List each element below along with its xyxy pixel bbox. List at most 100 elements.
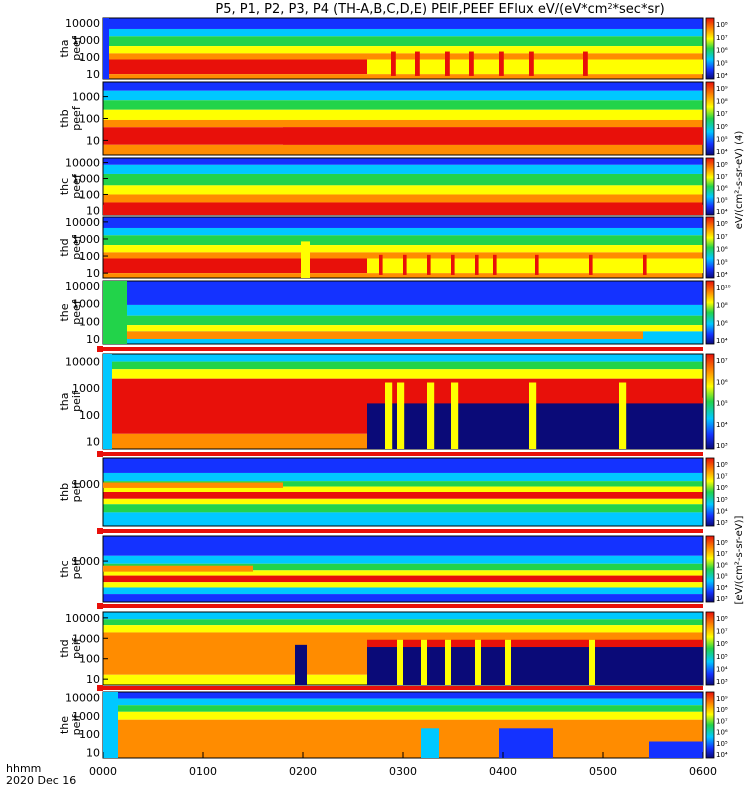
colorbar-tick-label: 10⁴ — [716, 665, 728, 673]
colorbar-tick-label: 10⁷ — [716, 473, 728, 481]
panel-label-product: peef — [70, 234, 83, 260]
colorbar-tick-label: 10⁵ — [716, 135, 728, 143]
colorbar-tick-label: 10⁴ — [716, 751, 728, 759]
panel-separator-marker — [97, 528, 103, 534]
y-tick-label: 100 — [79, 315, 100, 328]
colorbar-tick-label: 10⁹ — [716, 695, 728, 703]
y-tick-label: 1000 — [72, 173, 100, 186]
colorbar-tick-label: 10⁸ — [716, 615, 728, 623]
panel-the_peif: the peif 10000 1000 100 10 10⁹ 10⁸ 10⁷ 10⁶ 10⁵ 10⁴ — [58, 691, 728, 759]
panel-label-probe: thb — [58, 109, 71, 127]
colorbar-tick-label: 10⁷ — [716, 110, 728, 118]
colorbar-tick-label: 10⁶ — [716, 123, 728, 131]
colorbar-tick-label: 10⁵ — [716, 496, 728, 504]
figure-title: P5, P1, P2, P3, P4 (TH-A,B,C,D,E) PEIF,P… — [215, 2, 664, 18]
x-axis-label-date: 2020 Dec 16 — [6, 774, 76, 787]
y-tick-label: 10000 — [65, 612, 100, 625]
x-tick-label: 0000 — [89, 765, 117, 778]
panel-label-product: peif — [70, 390, 83, 412]
colorbar-tick-label: 10⁸ — [716, 461, 728, 469]
colorbar-tick-label: 10⁶ — [716, 640, 728, 648]
panel-label-probe: the — [58, 303, 71, 321]
colorbar-tick-label: 10⁷ — [716, 628, 728, 636]
panel-label-product: peif — [70, 714, 83, 736]
y-tick-label: 10000 — [65, 216, 100, 229]
colorbar-tick-label: 10³ — [716, 519, 728, 527]
y-tick-label: 10000 — [65, 157, 100, 170]
panel-label-probe: thd — [58, 238, 71, 256]
colorbar — [705, 81, 715, 156]
y-tick-label: 1000 — [72, 34, 100, 47]
y-tick-label: 10 — [86, 134, 100, 147]
y-tick-label: 10 — [86, 673, 100, 686]
colorbar-tick-label: 10⁴ — [716, 337, 728, 345]
panel-frame — [102, 457, 704, 527]
y-tick-label: 1000 — [72, 233, 100, 246]
panel-separator-marker — [97, 685, 103, 691]
colorbar-tick-label: 10⁵ — [716, 653, 728, 661]
colorbar-tick-label: 10⁸ — [716, 98, 728, 106]
colorbar — [705, 216, 715, 279]
panel-label-product: peef — [70, 35, 83, 61]
x-tick-label: 0600 — [689, 765, 717, 778]
x-tick-label: 0100 — [189, 765, 217, 778]
x-axis-ticks: 0000 0100 0200 0300 0400 0500 0600 — [89, 752, 717, 778]
colorbar-tick-label: 10⁴ — [716, 584, 728, 592]
y-tick-label: 10000 — [65, 356, 100, 369]
colorbar-units-label-ion: [eV/(cm²-s-sr-eV)] — [734, 515, 745, 604]
panel-label-probe: thc — [58, 178, 71, 195]
y-tick-label: 1000 — [72, 478, 100, 491]
panel-label-probe: thd — [58, 639, 71, 657]
y-tick-label: 1000 — [72, 555, 100, 568]
y-tick-label: 100 — [79, 113, 100, 126]
colorbar-tick-label: 10⁷ — [716, 34, 728, 42]
panel-separator-marker — [97, 346, 103, 352]
colorbar-tick-label: 10⁶ — [716, 484, 728, 492]
panel-label-product: peif — [70, 637, 83, 659]
colorbar-tick-label: 10⁵ — [716, 400, 728, 408]
colorbar-tick-label: 10³ — [716, 595, 728, 603]
colorbar — [705, 353, 715, 450]
colorbar-tick-label: 10⁵ — [716, 59, 728, 67]
y-tick-label: 10 — [86, 204, 100, 217]
colorbar-tick-label: 10⁶ — [716, 378, 728, 386]
colorbar-tick-label: 10⁷ — [716, 173, 728, 181]
y-tick-label: 100 — [79, 250, 100, 263]
colorbar-tick-label: 10⁴ — [716, 72, 728, 80]
y-tick-label: 10000 — [65, 17, 100, 30]
x-tick-label: 0400 — [489, 765, 517, 778]
colorbar-tick-label: 10⁸ — [716, 302, 728, 310]
panel-label-product: peef — [70, 299, 83, 325]
panel-label-probe: tha — [58, 39, 71, 57]
colorbar-tick-label: 10⁴ — [716, 148, 728, 156]
colorbar-tick-label: 10⁸ — [716, 21, 728, 29]
colorbar-tick-label: 10³ — [716, 442, 728, 450]
colorbar-tick-label: 10⁸ — [716, 539, 728, 547]
y-tick-label: 10 — [86, 333, 100, 346]
panel-label-product: peef — [70, 105, 83, 131]
y-tick-label: 10000 — [65, 280, 100, 293]
colorbar-tick-label: 10⁵ — [716, 196, 728, 204]
panel-separator-bar — [103, 686, 703, 690]
colorbar-tick-label: 10⁶ — [716, 246, 728, 254]
colorbar-tick-label: 10⁴ — [716, 271, 728, 279]
colorbar-units-label: eV/(cm²-s-sr-eV) (4) — [734, 131, 745, 230]
panel-frame — [102, 216, 704, 279]
colorbar-tick-label: 10⁸ — [716, 706, 728, 714]
colorbar-tick-label: 10⁶ — [716, 47, 728, 55]
colorbar-tick-label: 10⁵ — [716, 258, 728, 266]
panel-label-probe: the — [58, 716, 71, 734]
panel-separator-bar — [103, 347, 703, 351]
y-tick-label: 1000 — [72, 632, 100, 645]
colorbar-tick-label: 10⁶ — [716, 729, 728, 737]
colorbar-tick-label: 10⁵ — [716, 740, 728, 748]
panel-label-probe: thc — [58, 560, 71, 577]
panel-separator-bar — [103, 529, 703, 533]
panel-separator-bar — [103, 604, 703, 608]
y-tick-label: 100 — [79, 51, 100, 64]
colorbar — [705, 280, 715, 345]
